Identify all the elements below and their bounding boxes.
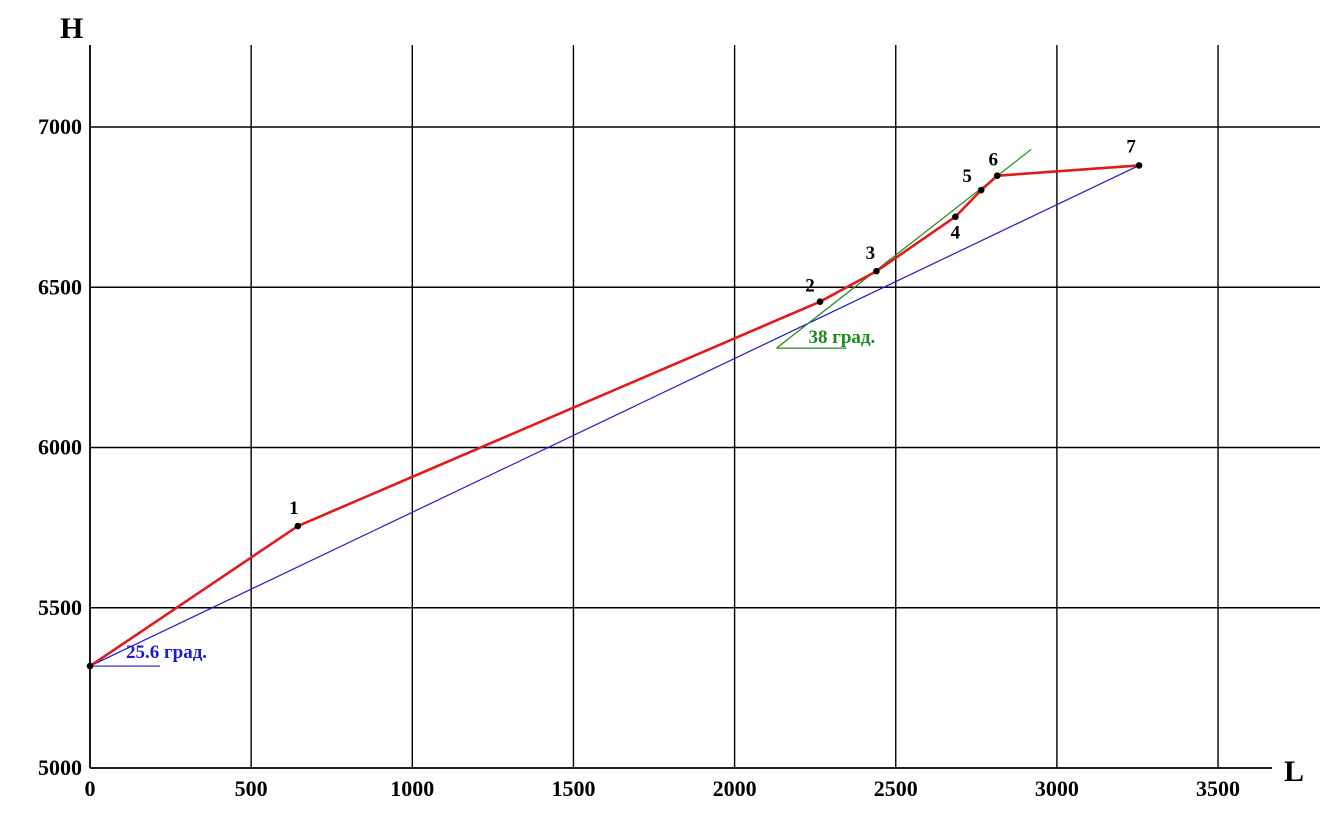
- x-tick-label: 1000: [390, 776, 434, 801]
- data-point: [86, 662, 94, 670]
- x-tick-label: 3000: [1035, 776, 1079, 801]
- point-label: 5: [962, 166, 972, 187]
- grid-lines: [90, 45, 1320, 768]
- y-tick-label: 5000: [38, 755, 82, 780]
- angle-annotation: 38 град.: [808, 327, 875, 348]
- profile-line: [89, 164, 1140, 668]
- data-point: [294, 522, 302, 530]
- data-point: [952, 213, 959, 221]
- reference-line: [89, 164, 1140, 667]
- data-point: [816, 298, 824, 305]
- x-tick-label: 2000: [713, 776, 757, 801]
- angle-annotation: 25.6 град.: [126, 642, 207, 663]
- x-tick-label: 0: [85, 776, 96, 801]
- point-label: 3: [866, 243, 876, 264]
- point-label: 1: [289, 498, 299, 519]
- y-axis-label: H: [60, 12, 83, 45]
- data-series: 1 2 3 4 56 7: [86, 136, 1143, 670]
- point-label: 7: [1126, 136, 1136, 157]
- y-tick-label: 7000: [38, 114, 82, 139]
- y-tick-label: 5500: [38, 595, 82, 620]
- axes: [89, 45, 1272, 769]
- data-point: [873, 267, 880, 275]
- x-tick-label: 3500: [1196, 776, 1240, 801]
- x-tick-label: 1500: [551, 776, 595, 801]
- tick-labels: 0 500 1000 1500 2000 2500 3000 3500 5000 5500 6000…: [38, 114, 1240, 801]
- y-tick-label: 6000: [38, 435, 82, 460]
- data-point: [977, 186, 985, 194]
- y-tick-label: 6500: [38, 274, 82, 299]
- x-axis-label: L: [1284, 755, 1304, 788]
- data-point: [993, 172, 1001, 180]
- x-tick-label: 2500: [874, 776, 918, 801]
- reference-lines: 25.6 град. 38 град.: [89, 148, 1140, 667]
- point-label: 6: [989, 150, 999, 171]
- point-label: 2: [805, 276, 815, 297]
- x-tick-label: 500: [235, 776, 268, 801]
- point-label: 4: [951, 223, 961, 244]
- data-point: [1135, 162, 1143, 169]
